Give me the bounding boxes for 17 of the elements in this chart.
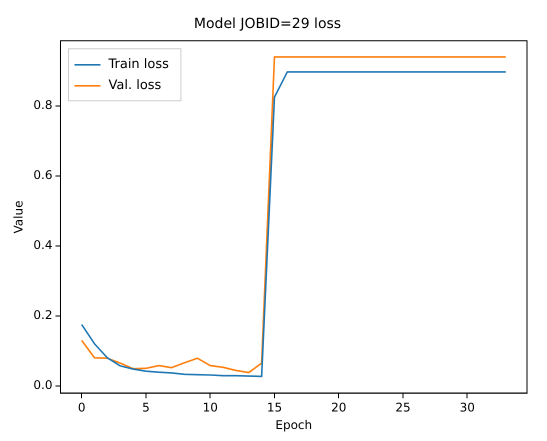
x-tick-label: 15	[266, 400, 282, 415]
x-tick-label: 20	[331, 400, 346, 415]
legend-label: Val. loss	[108, 78, 162, 94]
y-tick-label: 0.2	[33, 308, 52, 322]
y-tick-label: 0.4	[33, 238, 52, 252]
x-tick-label: 25	[395, 400, 411, 415]
legend-label: Train loss	[107, 57, 170, 72]
y-axis-title: Value	[11, 200, 26, 234]
y-tick-label: 0.6	[33, 168, 52, 182]
x-tick-label: 30	[460, 400, 475, 415]
y-tick-label: 0.0	[33, 378, 52, 392]
x-axis-title: Epoch	[275, 418, 312, 432]
x-tick-label: 5	[142, 400, 150, 415]
x-tick-label: 0	[78, 400, 86, 415]
chart-title: Model JOBID=29 loss	[194, 16, 342, 32]
x-tick-label: 10	[202, 400, 218, 415]
y-tick-label: 0.8	[33, 98, 52, 112]
